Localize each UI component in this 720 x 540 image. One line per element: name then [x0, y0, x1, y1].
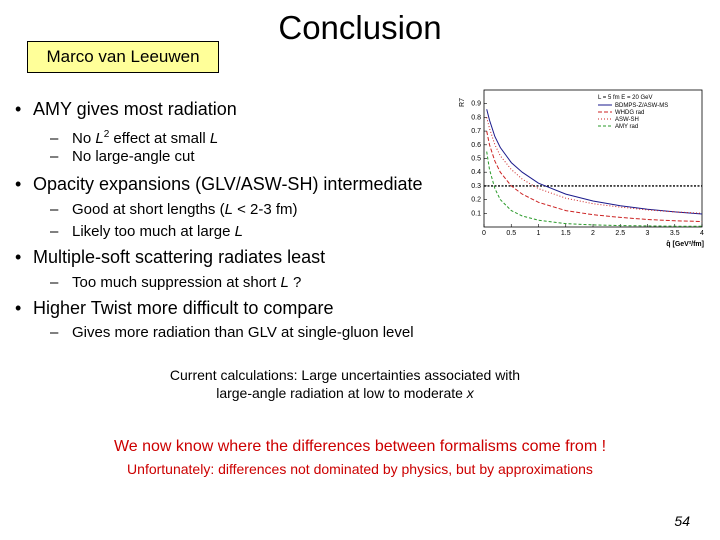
y-tick-label: 0.9 [471, 101, 481, 108]
x-tick-label: 0 [482, 230, 486, 237]
note-line-1: Current calculations: Large uncertaintie… [169, 367, 521, 383]
sub-bullet-segment: Good at short lengths ( [72, 201, 225, 218]
sub-bullet-segment: L [209, 130, 219, 147]
sub-bullet-marker: – [50, 148, 59, 165]
sub-bullet-marker: – [50, 223, 59, 240]
bullet-text: AMY gives most radiation [33, 99, 237, 119]
series-line-2 [486, 130, 703, 222]
sub-bullet-3-1: – Too much suppression at short L ? [50, 273, 301, 292]
sub-bullet-marker: – [50, 274, 59, 291]
y-tick-label: 0.4 [471, 169, 481, 176]
sub-bullet-segment: L [95, 130, 104, 147]
bullet-2: • Opacity expansions (GLV/ASW-SH) interme… [15, 173, 423, 195]
y-tick-label: 0.8 [471, 114, 481, 121]
x-tick-label: 0.5 [506, 230, 516, 237]
page-number: 54 [674, 513, 690, 529]
sub-bullet-segment: L [224, 201, 233, 218]
sub-bullet-marker: – [50, 324, 59, 341]
sub-bullet-segment: L [280, 274, 289, 291]
sub-bullet-2-1: – Good at short lengths (L < 2-3 fm) [50, 200, 298, 219]
y-tick-label: 0.6 [471, 142, 481, 149]
author-label: Marco van Leeuwen [27, 41, 219, 73]
sub-bullet-4-1: – Gives more radiation than GLV at single… [50, 323, 414, 342]
note-line-2: large-angle radiation at low to moderate… [100, 384, 590, 402]
note-line-2-variable: x [466, 385, 474, 401]
sub-bullet-segment: 2 [103, 129, 110, 140]
closing-line-2: Unfortunately: differences not dominated… [127, 461, 593, 477]
y-axis-label: R7 [459, 98, 466, 107]
bullet-4: • Higher Twist more difficult to compare [15, 297, 333, 319]
legend-entry: ASW-SH [615, 117, 639, 123]
closing-line-1: We now know where the differences betwee… [113, 438, 607, 455]
y-tick-label: 0.7 [471, 128, 481, 135]
x-axis-label: q̂ [GeV²/fm] [666, 240, 704, 248]
y-tick-label: 0.2 [471, 197, 481, 204]
y-tick-label: 0.5 [471, 156, 481, 163]
sub-bullet-segment: Likely too much at large [72, 223, 235, 240]
sub-bullet-segment: ? [288, 274, 302, 291]
sub-bullet-marker: – [50, 201, 59, 218]
bullet-1: • AMY gives most radiation [15, 98, 237, 120]
bullet-3: • Multiple-soft scattering radiates least [15, 246, 325, 268]
legend-entry: AMY rad [615, 124, 638, 130]
legend-entry: BDMPS-Z/ASW-MS [615, 103, 668, 109]
series-line-3 [486, 117, 703, 214]
x-tick-label: 1 [537, 230, 541, 237]
sub-bullet-segment: No [72, 130, 96, 147]
x-tick-label: 3.5 [670, 230, 680, 237]
slide-title: Conclusion [278, 9, 442, 46]
bullet-text: Multiple-soft scattering radiates least [33, 247, 326, 267]
note-line-2-text: large-angle radiation at low to moderate [216, 385, 467, 401]
x-tick-label: 1.5 [561, 230, 571, 237]
bullet-marker: • [15, 247, 22, 267]
bullet-marker: • [15, 174, 22, 194]
plot-frame [483, 89, 703, 228]
sub-bullet-segment: Too much suppression at short [72, 274, 281, 291]
sub-bullet-1-2: – No large-angle cut [50, 147, 195, 166]
x-tick-label: 2 [591, 230, 595, 237]
x-tick-label: 3 [646, 230, 650, 237]
bullet-marker: • [15, 99, 22, 119]
sub-bullet-marker: – [50, 130, 59, 147]
sub-bullet-segment: effect at small [109, 130, 210, 147]
series-line-4 [486, 151, 703, 227]
sub-bullet-1-1: – No L2 effect at small L [50, 125, 218, 148]
bullet-marker: • [15, 298, 22, 318]
bullet-text: Higher Twist more difficult to compare [33, 298, 334, 318]
sub-bullet-segment: L [234, 223, 243, 240]
y-tick-label: 0.1 [471, 210, 481, 217]
x-tick-label: 4 [700, 230, 704, 237]
sub-bullet-segment: < 2-3 fm) [232, 201, 298, 218]
legend-entry: WHDG rad [615, 110, 644, 116]
x-tick-label: 2.5 [615, 230, 625, 237]
sub-bullet-segment: Gives more radiation than GLV at single-… [72, 324, 414, 341]
sub-bullet-2-2: – Likely too much at large L [50, 222, 243, 241]
sub-bullet-segment: No large-angle cut [72, 148, 195, 165]
bullet-text: Opacity expansions (GLV/ASW-SH) intermed… [33, 174, 423, 194]
radiation-chart: 0.1 0.2 0.3 0.4 0.5 0.6 0.7 0.8 0.9 0 0.5 1 1.5 2 2.5 3… [459, 89, 704, 248]
legend-title: L = 5 fm E = 20 GeV [598, 95, 652, 101]
series-line-1 [486, 109, 703, 215]
y-tick-label: 0.3 [471, 183, 481, 190]
